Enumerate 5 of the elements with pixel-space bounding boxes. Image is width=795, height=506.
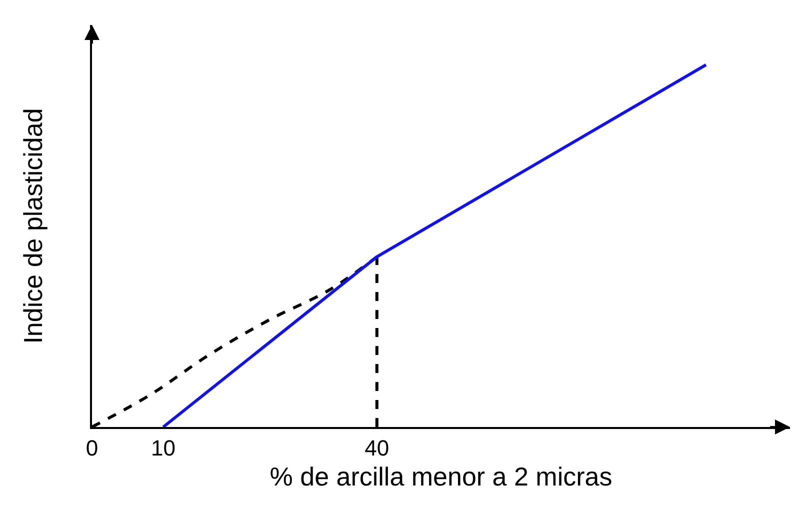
x-tick-label: 10 <box>150 435 176 460</box>
x-axis-title: % de arcilla menor a 2 micras <box>270 462 612 492</box>
y-axis-title: Indice de plasticidad <box>18 108 48 344</box>
x-tick-label: 0 <box>86 435 98 460</box>
x-tick-label: 40 <box>364 435 390 460</box>
